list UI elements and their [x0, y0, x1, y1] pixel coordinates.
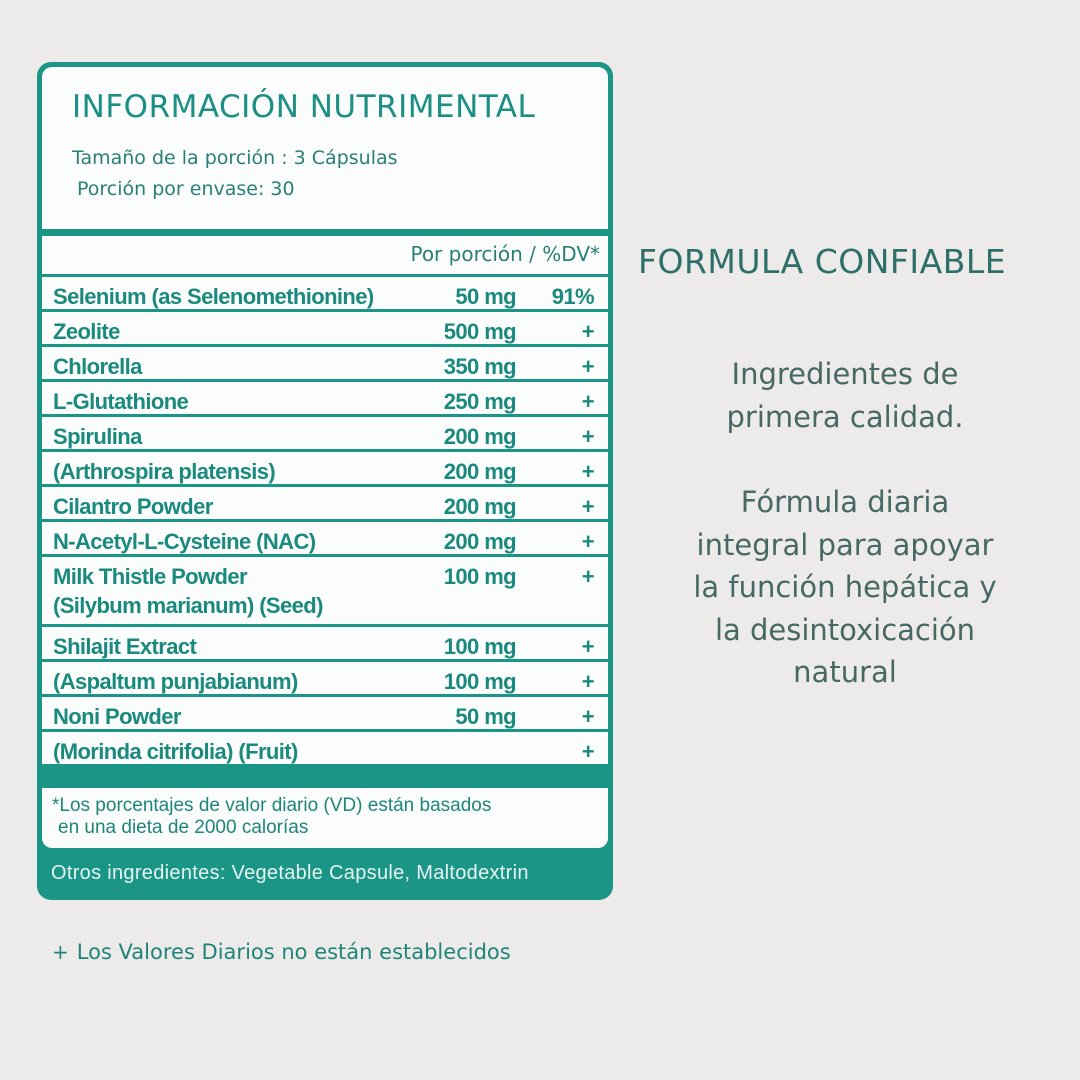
ingredient-dv: +: [581, 319, 595, 344]
other-ingredients: Otros ingredientes: Vegetable Capsule, M…: [51, 862, 529, 884]
ingredient-name-line: Spirulina: [53, 424, 142, 449]
ingredient-row: Selenium (as Selenomethionine) 50 mg 91%: [42, 277, 608, 309]
servings-per-container: Porción por envase: 30: [77, 178, 295, 200]
ingredient-name-line: (Silybum marianum) (Seed): [53, 593, 323, 618]
ingredient-amount: 200 mg: [443, 494, 517, 519]
ingredient-name-line: Chlorella: [53, 354, 142, 379]
ingredient-name: (Arthrospira platensis): [53, 457, 276, 486]
ingredient-row: N-Acetyl-L-Cysteine (NAC) 200 mg +: [42, 522, 608, 554]
ingredient-name: L-Glutathione: [53, 387, 189, 416]
ingredient-name-line: Shilajit Extract: [53, 634, 197, 659]
ingredient-name: Shilajit Extract: [53, 632, 197, 661]
ingredient-amount: 200 mg: [443, 459, 517, 484]
ingredient-dv: +: [581, 669, 595, 694]
ingredient-name: Milk Thistle Powder (Silybum marianum) (S…: [53, 562, 323, 620]
ingredient-name: (Morinda citrifolia) (Fruit): [53, 737, 298, 766]
ingredient-dv: +: [581, 529, 595, 554]
ingredient-amount: 200 mg: [443, 424, 517, 449]
side-line: Fórmula diaria: [740, 485, 950, 519]
ingredient-dv: +: [581, 459, 595, 484]
ingredient-amount: 250 mg: [443, 389, 517, 414]
nutrition-facts-label: INFORMACIÓN NUTRIMENTAL Tamaño de la por…: [37, 62, 613, 900]
footnote-line-1: *Los porcentajes de valor diario (VD) es…: [52, 795, 492, 816]
ingredient-table: Selenium (as Selenomethionine) 50 mg 91% Ze…: [42, 277, 608, 767]
ingredient-row: Milk Thistle Powder (Silybum marianum) (S…: [42, 557, 608, 624]
ingredient-row: Chlorella 350 mg +: [42, 347, 608, 379]
ingredient-name: Noni Powder: [53, 702, 181, 731]
ingredient-name-line: N-Acetyl-L-Cysteine (NAC): [53, 529, 316, 554]
ingredient-name-line: (Morinda citrifolia) (Fruit): [53, 739, 298, 764]
ingredient-name: Chlorella: [53, 352, 142, 381]
side-line: la desintoxicación: [714, 612, 976, 647]
ingredient-dv: +: [581, 704, 595, 729]
label-header: INFORMACIÓN NUTRIMENTAL Tamaño de la por…: [42, 67, 608, 229]
ingredient-row: (Aspaltum punjabianum) 100 mg +: [42, 662, 608, 694]
ingredient-dv: +: [581, 494, 595, 519]
column-header: Por porción / %DV*: [410, 242, 600, 266]
column-header-row: Por porción / %DV*: [42, 236, 608, 274]
footnote: *Los porcentajes de valor diario (VD) es…: [42, 788, 608, 848]
side-title: FORMULA CONFIABLE: [638, 242, 1007, 281]
ingredient-amount: 100 mg: [443, 634, 517, 659]
ingredient-name: Cilantro Powder: [53, 492, 213, 521]
ingredient-name-line: Cilantro Powder: [53, 494, 213, 519]
ingredient-row: (Arthrospira platensis) 200 mg +: [42, 452, 608, 484]
ingredient-name-line: Milk Thistle Powder: [53, 564, 248, 589]
ingredient-name: Selenium (as Selenomethionine): [53, 282, 374, 311]
ingredient-row: (Morinda citrifolia) (Fruit) +: [42, 732, 608, 764]
ingredient-dv: 91%: [551, 284, 595, 309]
ingredient-amount: 100 mg: [443, 564, 517, 589]
ingredient-name-line: Selenium (as Selenomethionine): [53, 284, 374, 309]
ingredient-name: Zeolite: [53, 317, 120, 346]
ingredient-row: Zeolite 500 mg +: [42, 312, 608, 344]
ingredient-amount: 500 mg: [443, 319, 517, 344]
ingredient-amount: 100 mg: [443, 669, 517, 694]
side-line: integral para apoyar: [696, 527, 994, 562]
daily-values-note: + Los Valores Diarios no están establecid…: [52, 940, 511, 964]
ingredient-row: Cilantro Powder 200 mg +: [42, 487, 608, 519]
label-title: INFORMACIÓN NUTRIMENTAL: [72, 89, 536, 125]
ingredient-dv: +: [581, 389, 595, 414]
serving-size: Tamaño de la porción : 3 Cápsulas: [72, 147, 398, 169]
ingredient-name-line: L-Glutathione: [53, 389, 189, 414]
ingredient-dv: +: [581, 634, 595, 659]
ingredient-name: (Aspaltum punjabianum): [53, 667, 298, 696]
ingredient-name-line: Noni Powder: [53, 704, 181, 729]
ingredient-amount: 50 mg: [455, 284, 516, 309]
ingredient-dv: +: [581, 739, 595, 764]
plus-icon: +: [52, 940, 69, 964]
ingredient-name-line: Zeolite: [53, 319, 120, 344]
ingredient-dv: +: [581, 564, 595, 589]
ingredient-name-line: (Aspaltum punjabianum): [53, 669, 298, 694]
side-line: la función hepática y: [693, 570, 997, 604]
ingredient-name: Spirulina: [53, 422, 142, 451]
ingredient-row: L-Glutathione 250 mg +: [42, 382, 608, 414]
side-line: natural: [793, 655, 897, 689]
footnote-line-2: en una dieta de 2000 calorías: [58, 817, 309, 838]
ingredient-row: Noni Powder 50 mg +: [42, 697, 608, 729]
ingredient-dv: +: [581, 354, 595, 379]
note-text: Los Valores Diarios no están establecido…: [76, 940, 511, 964]
ingredient-name-line: (Arthrospira platensis): [53, 459, 276, 484]
side-line: primera calidad.: [726, 399, 964, 434]
ingredient-row: Shilajit Extract 100 mg +: [42, 627, 608, 659]
ingredient-amount: 200 mg: [443, 529, 517, 554]
ingredient-row: Spirulina 200 mg +: [42, 417, 608, 449]
ingredient-amount: 350 mg: [443, 354, 517, 379]
ingredient-amount: 50 mg: [455, 704, 516, 729]
side-paragraph-2: Fórmula diaria integral para apoyar la f…: [640, 481, 1050, 694]
side-paragraph-1: Ingredientes de primera calidad.: [640, 353, 1050, 438]
side-line: Ingredientes de: [731, 357, 959, 391]
ingredient-name: N-Acetyl-L-Cysteine (NAC): [53, 527, 316, 556]
ingredient-dv: +: [581, 424, 595, 449]
